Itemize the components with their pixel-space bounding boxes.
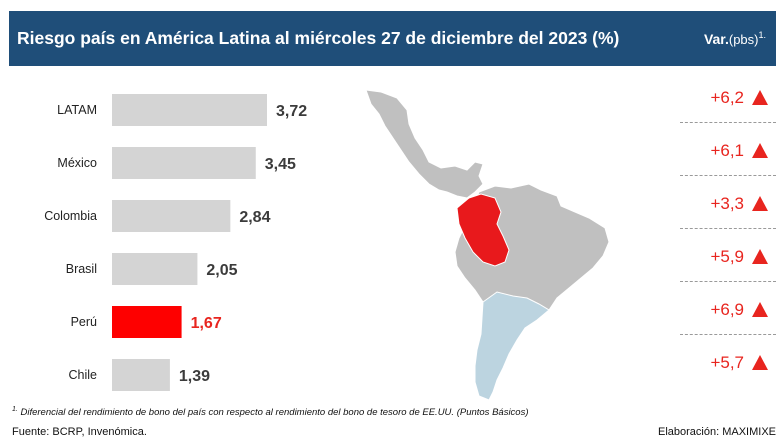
- variation-row-colombia: +3,3: [680, 176, 776, 229]
- bar-peru: [112, 306, 182, 338]
- variation-value-mexico: +6,1: [710, 141, 744, 160]
- variation-value-chile: +5,7: [710, 353, 744, 372]
- chart-title: Riesgo país en América Latina al miércol…: [17, 28, 620, 48]
- value-label-colombia: 2,84: [239, 209, 270, 226]
- up-triangle-icon: [752, 143, 768, 158]
- variation-row-brasil: +5,9: [680, 229, 776, 282]
- bars: LATAM 3,72 México 3,45 Colombia 2,84 Brasil 2,0…: [44, 94, 307, 391]
- bar-brasil: [112, 253, 198, 285]
- bar-mexico: [112, 147, 256, 179]
- category-label-peru: Perú: [71, 315, 97, 329]
- category-label-latam: LATAM: [57, 103, 97, 117]
- variation-value-brasil: +5,9: [710, 247, 744, 266]
- value-label-mexico: 3,45: [265, 156, 296, 173]
- map-north-america: [365, 89, 484, 199]
- up-triangle-icon: [752, 302, 768, 317]
- variation-header-footnote-ref: 1.: [758, 30, 766, 40]
- value-label-peru: 1,67: [191, 315, 222, 332]
- map-southern-cone: [474, 291, 550, 401]
- value-label-brasil: 2,05: [206, 262, 237, 279]
- variation-value-latam: +6,2: [710, 88, 744, 107]
- latin-america-map: [365, 89, 610, 401]
- footnote: 1. Diferencial del rendimiento de bono d…: [12, 406, 529, 418]
- variation-header-unit: (pbs): [728, 32, 759, 47]
- value-label-latam: 3,72: [276, 103, 307, 120]
- value-label-chile: 1,39: [179, 368, 210, 385]
- bar-chart: LATAM 3,72 México 3,45 Colombia 2,84 Brasil 2,0…: [44, 89, 610, 401]
- variation-row-chile: +5,7: [680, 335, 776, 388]
- category-label-colombia: Colombia: [44, 209, 97, 223]
- variation-value-peru: +6,9: [710, 300, 744, 319]
- variation-header: Var.(pbs)1.: [704, 30, 766, 47]
- variation-row-peru: +6,9: [680, 282, 776, 335]
- up-triangle-icon: [752, 249, 768, 264]
- up-triangle-icon: [752, 90, 768, 105]
- variation-row-latam: +6,2: [680, 70, 776, 123]
- chart-header: Riesgo país en América Latina al miércol…: [9, 11, 776, 66]
- map-peru: [456, 193, 510, 267]
- footnote-ref: 1.: [12, 406, 18, 413]
- variation-row-mexico: +6,1: [680, 123, 776, 176]
- footnote-text: Diferencial del rendimiento de bono del …: [20, 407, 529, 418]
- up-triangle-icon: [752, 196, 768, 211]
- bar-chile: [112, 359, 170, 391]
- category-label-mexico: México: [57, 156, 97, 170]
- category-label-chile: Chile: [69, 368, 98, 382]
- variation-header-label: Var.: [703, 31, 729, 47]
- category-label-brasil: Brasil: [66, 262, 97, 276]
- bar-colombia: [112, 200, 231, 232]
- bar-latam: [112, 94, 267, 126]
- source-text: Fuente: BCRP, Invenómica.: [12, 426, 147, 438]
- up-triangle-icon: [752, 355, 768, 370]
- variation-value-colombia: +3,3: [710, 194, 744, 213]
- credit-text: Elaboración: MAXIMIXE: [658, 426, 776, 438]
